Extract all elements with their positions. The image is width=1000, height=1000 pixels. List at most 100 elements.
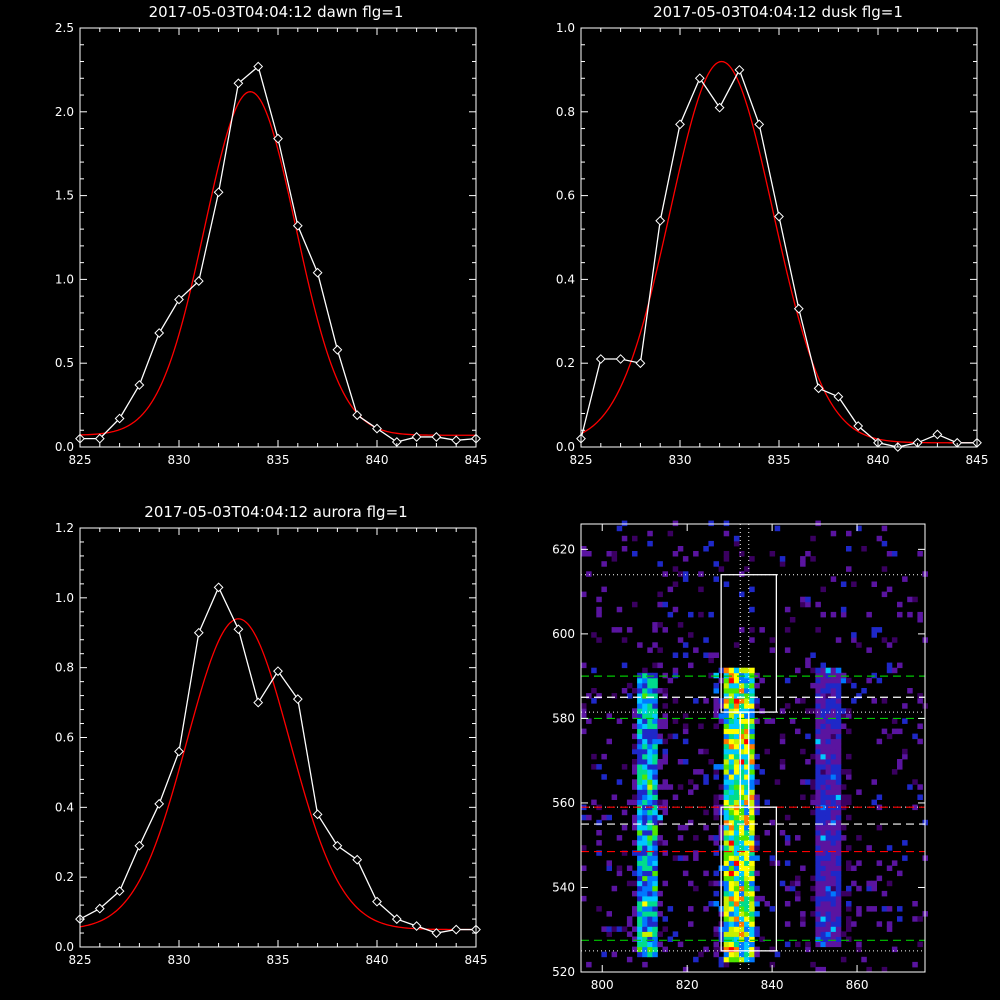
heatmap-cell [703, 748, 709, 755]
heatmap-cell [621, 850, 628, 856]
heatmap-cell [835, 693, 842, 699]
heatmap-cell [642, 911, 648, 917]
heatmap-cell [825, 860, 832, 866]
heatmap-cell [825, 814, 832, 821]
heatmap-cell [647, 850, 653, 856]
heatmap-cell [739, 698, 745, 704]
heatmap-cell [840, 769, 847, 775]
heatmap-cell [749, 880, 755, 887]
heatmap-cell [815, 870, 821, 877]
heatmap-cell [708, 759, 714, 765]
heatmap-cell [779, 708, 786, 714]
heatmap-cell [749, 779, 755, 785]
heatmap-cell [652, 708, 658, 714]
heatmap-cell [749, 901, 755, 907]
heatmap-cell [840, 713, 847, 719]
x-tick-label: 860 [846, 978, 869, 992]
heatmap-cell [820, 906, 826, 912]
heatmap-cell [728, 845, 735, 851]
heatmap-cell [744, 733, 750, 740]
heatmap-cell [835, 880, 842, 887]
heatmap-cell [830, 530, 837, 537]
heatmap-cell [835, 835, 842, 841]
heatmap-cell [647, 916, 653, 922]
heatmap-cell [723, 769, 730, 775]
x-tick-label: 840 [366, 453, 389, 467]
heatmap-cell [754, 926, 760, 932]
heatmap-cell [846, 885, 852, 892]
heatmap-cell [713, 708, 719, 714]
heatmap-cell [739, 738, 745, 745]
heatmap-cell [682, 642, 689, 648]
heatmap-cell [723, 830, 730, 836]
heatmap-cell [733, 809, 740, 816]
heatmap-cell [749, 733, 755, 740]
heatmap-cell [728, 941, 735, 948]
heatmap-cell [815, 814, 821, 821]
heatmap-cell [789, 880, 796, 887]
heatmap-cell [652, 733, 658, 740]
heatmap-cell [840, 723, 847, 729]
heatmap-cell [733, 946, 740, 953]
heatmap-cell [739, 703, 745, 709]
heatmap-cell [856, 835, 862, 841]
heatmap-cell [815, 865, 821, 871]
heatmap-cell [897, 870, 903, 877]
x-tick-label: 825 [570, 453, 593, 467]
heatmap-cell [652, 931, 658, 937]
data-point [813, 383, 824, 394]
heatmap-cell [626, 880, 633, 887]
heatmap-cell [733, 672, 740, 679]
heatmap-cell [739, 713, 745, 719]
heatmap-cell [744, 723, 750, 729]
heatmap-cell [917, 723, 923, 729]
heatmap-cell [749, 693, 755, 699]
heatmap-cell [815, 824, 821, 831]
heatmap-cell [840, 824, 847, 831]
heatmap-cell [789, 617, 796, 623]
heatmap-cell [876, 677, 883, 684]
heatmap-cell [835, 708, 842, 714]
heatmap-cell [688, 921, 694, 927]
data-point [853, 421, 864, 431]
heatmap-cell [739, 835, 745, 841]
heatmap-cell [647, 647, 653, 653]
heatmap-cell [846, 860, 852, 866]
heatmap-cell [744, 672, 750, 679]
heatmap-cell [830, 789, 837, 795]
heatmap-cell [815, 769, 821, 775]
heatmap-cell [637, 941, 643, 948]
heatmap-cell [626, 693, 633, 699]
heatmap-cell [784, 921, 791, 927]
heatmap-cell [907, 596, 913, 603]
heatmap-cell [800, 916, 806, 922]
heatmap-cell [652, 743, 658, 750]
heatmap-cell [856, 789, 862, 795]
heatmap-cell [642, 885, 648, 892]
heatmap-cell [795, 835, 801, 841]
data-point [134, 380, 145, 390]
heatmap-cell [621, 637, 628, 643]
heatmap-cell [810, 556, 816, 562]
heatmap-cell [749, 764, 755, 770]
heatmap-cell [642, 895, 648, 902]
heatmap-cell [739, 911, 745, 917]
heatmap-cell [754, 753, 760, 760]
heatmap-cell [708, 611, 714, 618]
heatmap-cell [749, 890, 755, 897]
heatmap-cell [825, 901, 832, 907]
heatmap-cell [749, 870, 755, 877]
heatmap-cell [632, 551, 638, 557]
heatmap-cell [728, 718, 735, 724]
heatmap-cell [642, 946, 648, 953]
heatmap-cell [611, 627, 618, 633]
heatmap-cell [820, 672, 826, 679]
data-point [734, 64, 745, 75]
heatmap-cell [774, 860, 781, 866]
y-tick-label: 2.5 [55, 21, 74, 35]
heatmap-cell [591, 667, 597, 674]
heatmap-cell [723, 936, 730, 942]
heatmap-cell [672, 520, 679, 527]
heatmap-cell [784, 814, 791, 821]
heatmap-cell [815, 627, 821, 633]
